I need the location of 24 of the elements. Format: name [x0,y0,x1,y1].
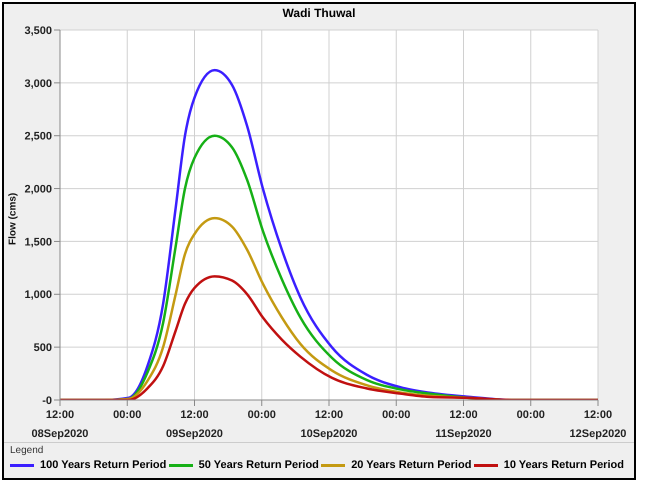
y-tick-label: 3,500 [24,24,52,37]
y-tick-label: 1,500 [24,236,52,248]
x-tick-label: 00:00 [516,409,545,421]
y-tick-label: 1,000 [24,289,52,302]
x-tick-label: 12:00 10Sep2020 [300,409,358,440]
x-tick-label: 00:00 [113,409,142,421]
chart-title: Wadi Thuwal [282,5,356,22]
x-tick-label: 12:00 08Sep2020 [32,409,88,440]
x-tick-label: 00:00 [382,409,410,421]
legend-label: 20 Years Return Period [350,459,472,471]
y-tick-label: 3,000 [24,78,52,90]
legend-title: Legend [10,445,44,456]
x-tick-label: 12:00 12Sep2020 [570,409,626,440]
x-tick-label: 00:00 [248,409,276,421]
y-axis-title: Flow (cms) [8,192,19,245]
legend-label: 50 Years Return Period [198,459,319,471]
y-tick-label: 2,000 [24,183,52,196]
x-tick-label: 12:00 11Sep2020 [435,409,492,440]
y-tick-label: 500 [34,342,52,354]
y-tick-label: 2,500 [24,130,52,143]
x-tick-label: 12:00 09Sep2020 [166,409,223,440]
legend-label: 10 Years Return Period [502,459,624,471]
y-tick-label: -0 [42,394,52,407]
legend-label: 100 Years Return Period [39,459,166,471]
